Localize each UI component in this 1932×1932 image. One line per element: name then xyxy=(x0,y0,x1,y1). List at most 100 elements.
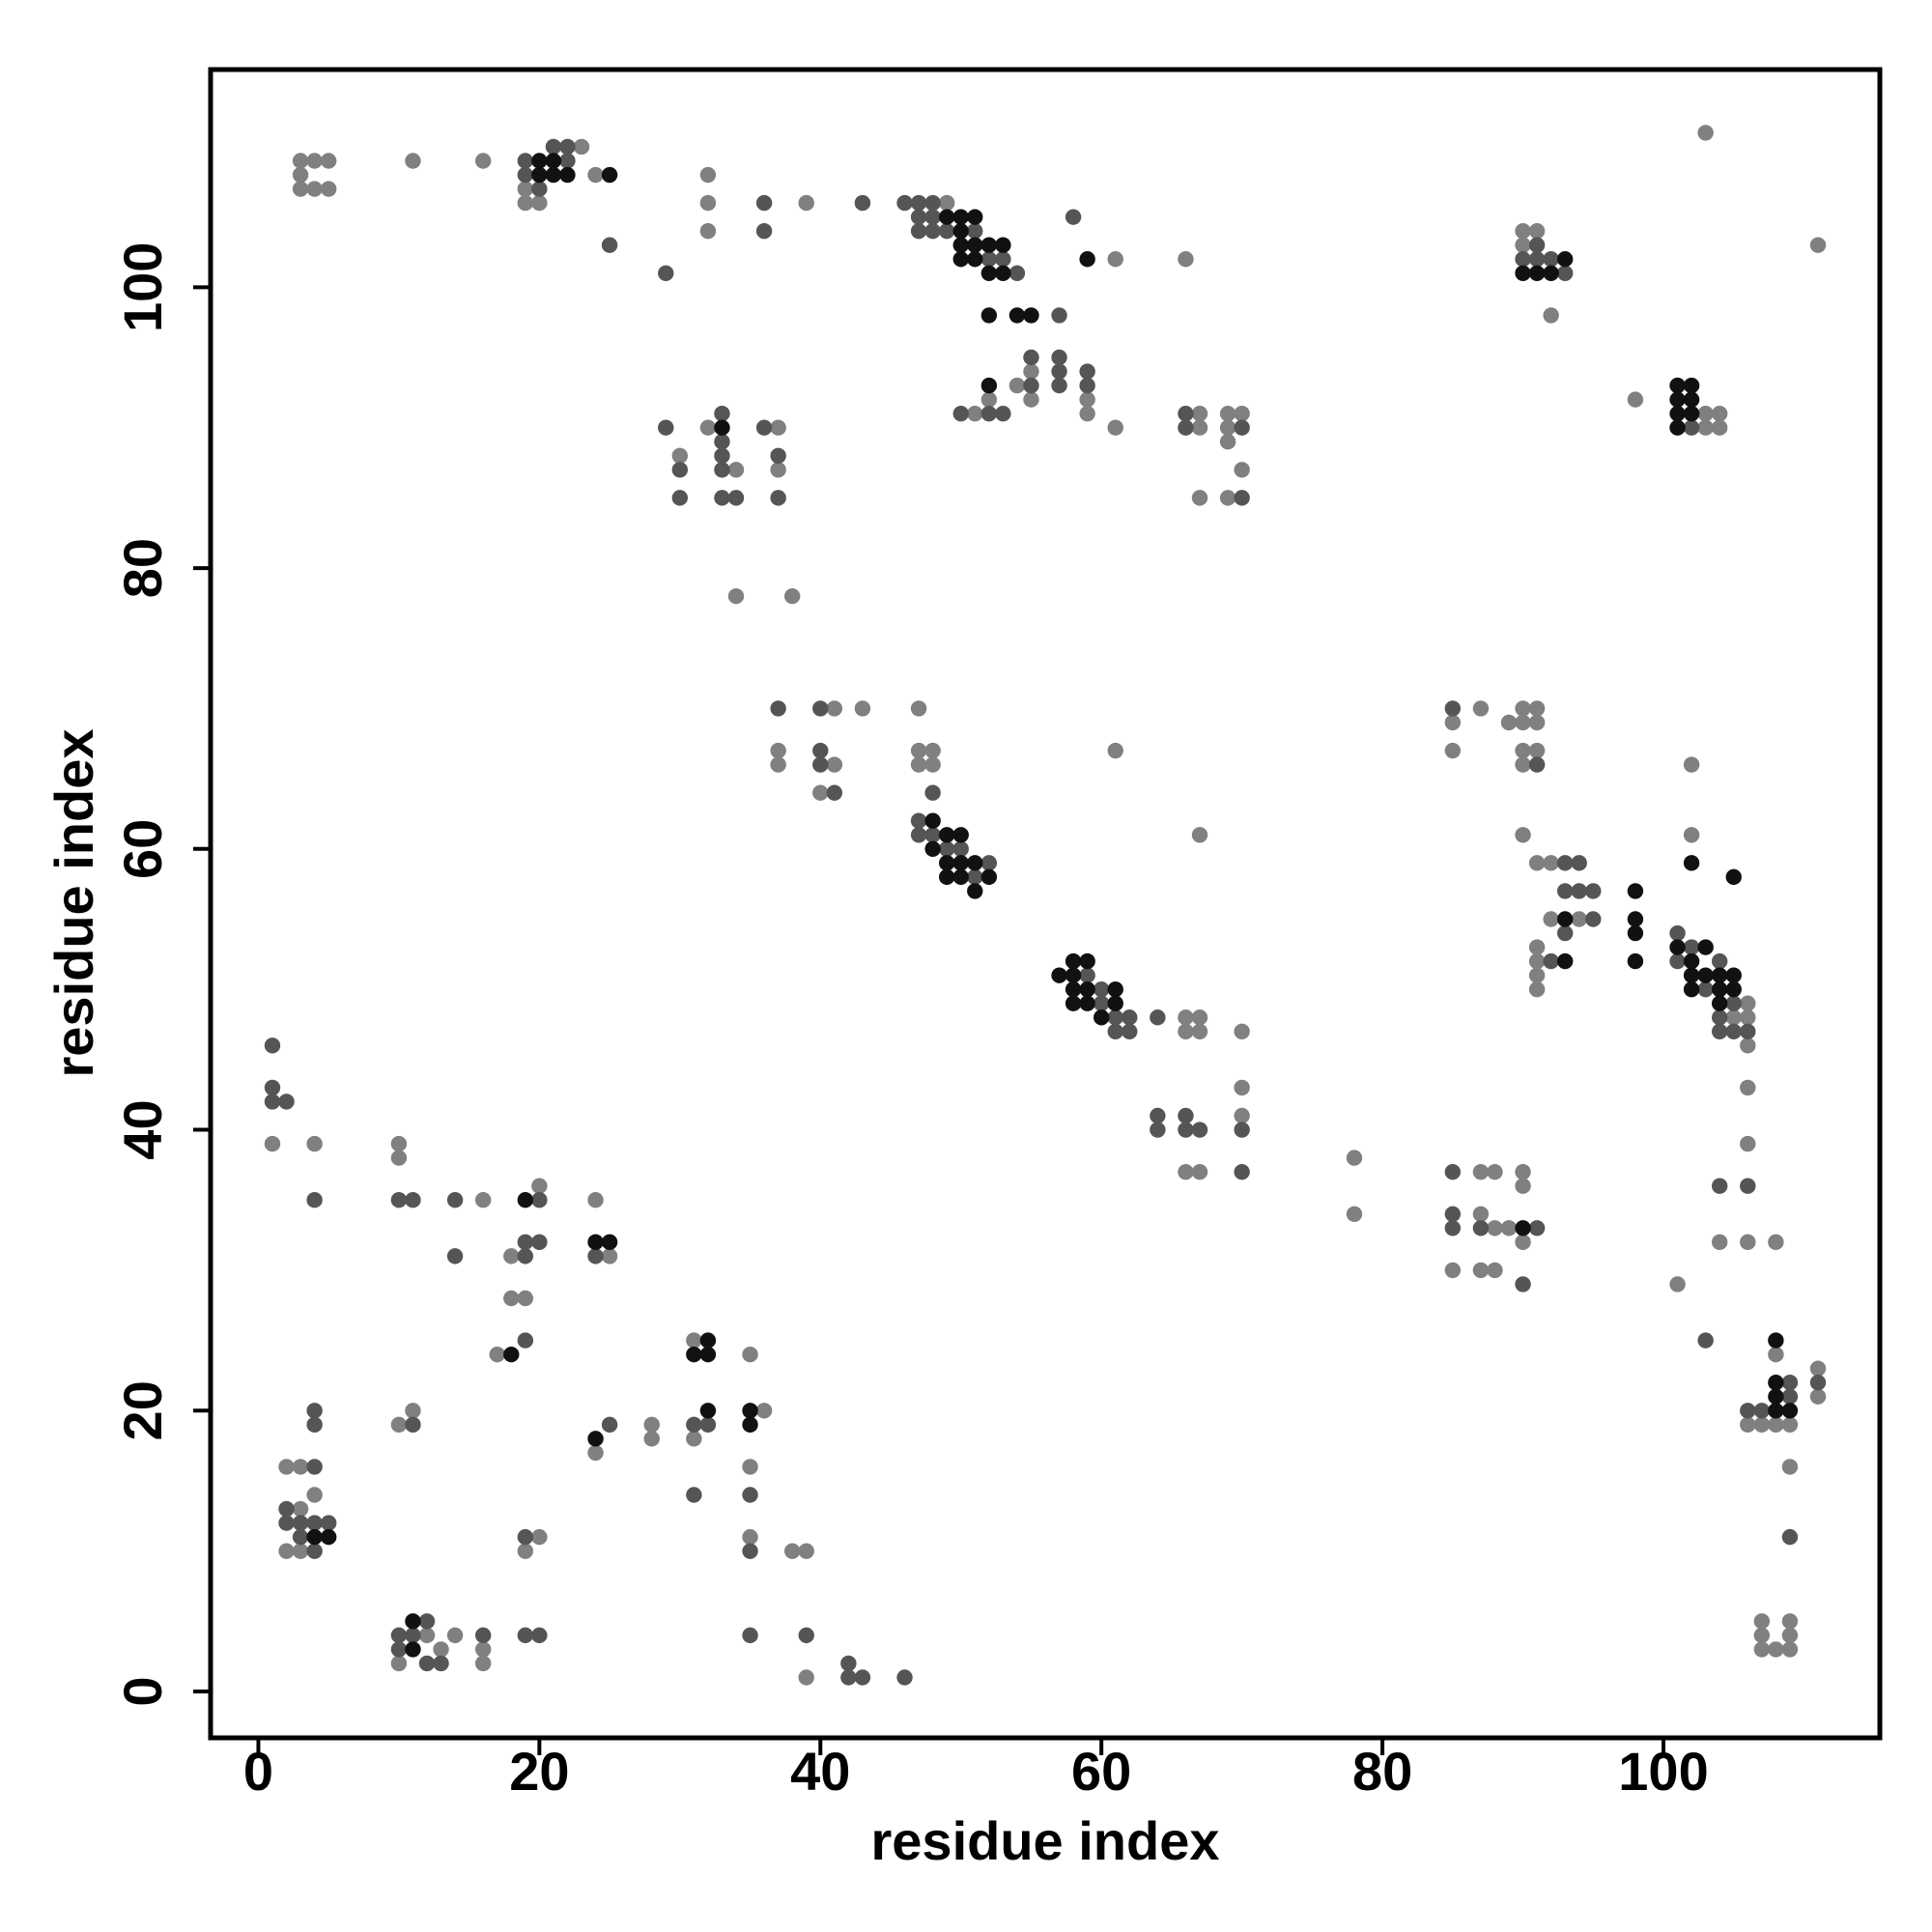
point xyxy=(924,222,941,240)
point xyxy=(812,756,829,773)
point xyxy=(714,490,730,506)
point xyxy=(306,1487,323,1503)
point xyxy=(1528,742,1546,759)
point xyxy=(418,1613,436,1630)
point xyxy=(1781,1641,1799,1658)
point xyxy=(1543,251,1559,268)
point xyxy=(1023,307,1039,324)
point xyxy=(531,1178,548,1194)
point xyxy=(1627,883,1644,899)
point xyxy=(755,222,773,240)
point xyxy=(1444,1206,1462,1222)
point xyxy=(264,1037,281,1054)
point xyxy=(587,166,604,184)
point xyxy=(658,419,674,436)
point xyxy=(1697,405,1714,422)
point xyxy=(770,756,786,773)
point xyxy=(967,251,983,268)
point xyxy=(1697,939,1714,955)
point xyxy=(517,1248,534,1264)
point xyxy=(405,1192,421,1208)
point xyxy=(278,1094,295,1110)
point xyxy=(1669,419,1686,436)
point xyxy=(306,1416,323,1434)
point xyxy=(1697,967,1714,983)
point xyxy=(952,251,969,268)
point xyxy=(264,1079,281,1096)
point xyxy=(1697,125,1714,141)
point xyxy=(1556,265,1574,281)
point xyxy=(1472,1206,1490,1222)
point xyxy=(727,587,745,605)
point xyxy=(390,1641,408,1658)
point xyxy=(742,1346,758,1363)
point xyxy=(1571,855,1587,871)
point xyxy=(924,209,941,225)
point xyxy=(924,756,941,773)
point xyxy=(1487,1163,1503,1180)
point xyxy=(1528,939,1546,955)
point xyxy=(714,447,730,464)
point xyxy=(1515,700,1531,717)
x-tick-label: 0 xyxy=(243,1741,273,1802)
point xyxy=(699,1346,717,1363)
point xyxy=(1711,1023,1728,1039)
point xyxy=(474,1641,492,1658)
point xyxy=(1781,1459,1799,1475)
point xyxy=(826,756,843,773)
point xyxy=(980,265,998,281)
point xyxy=(1543,265,1559,281)
point xyxy=(1543,911,1559,927)
point xyxy=(1023,363,1039,380)
point xyxy=(1768,1234,1784,1251)
point xyxy=(503,1290,520,1307)
point xyxy=(1669,377,1686,394)
point xyxy=(1768,1403,1784,1419)
point xyxy=(390,1627,408,1644)
point xyxy=(980,391,998,408)
point xyxy=(531,1627,548,1644)
point xyxy=(601,166,618,184)
point xyxy=(1009,377,1026,394)
point xyxy=(980,251,998,268)
point xyxy=(1515,222,1531,240)
point xyxy=(671,462,689,478)
point xyxy=(699,1403,717,1419)
point xyxy=(910,209,927,225)
point xyxy=(924,784,941,801)
point xyxy=(727,462,745,478)
point xyxy=(798,1627,814,1644)
point xyxy=(1768,1346,1784,1363)
point xyxy=(798,194,814,212)
point xyxy=(714,419,730,436)
point xyxy=(320,1515,337,1531)
point xyxy=(770,462,786,478)
x-tick-label: 100 xyxy=(1618,1741,1708,1802)
point xyxy=(1740,995,1756,1011)
point xyxy=(1528,265,1546,281)
point xyxy=(390,1135,408,1152)
point xyxy=(1515,265,1531,281)
point xyxy=(1472,1262,1490,1279)
point xyxy=(967,868,983,886)
point xyxy=(783,587,801,605)
point xyxy=(1444,1220,1462,1236)
point xyxy=(1122,1023,1138,1039)
point xyxy=(952,405,969,422)
point xyxy=(1585,911,1602,927)
point xyxy=(699,419,717,436)
point xyxy=(1150,1009,1166,1026)
point xyxy=(686,1431,702,1447)
point xyxy=(1711,419,1728,436)
y-axis-label: residue index xyxy=(43,728,104,1077)
point xyxy=(1683,952,1700,970)
point xyxy=(517,1234,534,1251)
point xyxy=(686,1332,702,1349)
point xyxy=(1079,967,1095,983)
point xyxy=(1809,1388,1827,1405)
point xyxy=(980,307,998,324)
point xyxy=(292,166,309,184)
point xyxy=(1528,1220,1546,1236)
point xyxy=(601,1234,618,1251)
point xyxy=(798,1543,814,1559)
